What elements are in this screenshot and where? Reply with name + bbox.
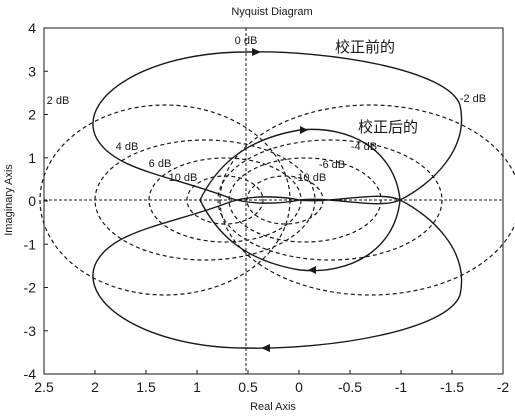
y-tick-label: 0 [28,193,36,209]
db-label-plus-10: 10 dB [169,172,198,184]
chart-title: Nyquist Diagram [231,6,312,18]
x-axis-title: Real Axis [250,401,296,413]
db-label-minus-4: -4 dB [351,141,377,153]
arrow-top-after [300,126,308,134]
y-tick-label: 3 [28,63,36,79]
direction-arrows [252,48,316,352]
plot-area: 0 dB 2 dB -2 dB 4 dB -4 dB 6 dB -6 dB 10… [39,27,515,375]
db-label-0: 0 dB [235,35,258,47]
arrow-bottom-after [308,266,316,274]
y-tick-label: 4 [28,20,36,36]
db-label-minus-2: -2 dB [460,93,486,105]
x-tick-label: 1.5 [136,379,156,395]
db-circle-minus-2 [219,104,515,296]
x-tick-label: -0.5 [338,379,362,395]
y-tick-label: -3 [24,323,37,339]
arrow-bottom-before [261,344,270,352]
db-label-minus-10: -10 dB [294,172,326,184]
x-tick-label: 0 [295,379,303,395]
arrow-top-before [252,48,261,56]
series-label-before: 校正前的 [335,38,395,56]
x-tick-label: -1.5 [440,379,464,395]
curve-after-compensation [199,128,401,272]
db-label-plus-4: 4 dB [116,141,139,153]
x-tick-label: -1 [395,379,408,395]
plot-frame [43,27,504,375]
curve-before-compensation [92,51,463,349]
nyquist-curves [92,51,463,349]
y-tick-label: -2 [24,280,37,296]
x-tick-label: 2 [91,379,99,395]
y-tick-labels: 4 3 2 1 0 -1 -2 -3 -4 [24,20,48,382]
db-label-minus-6: -6 dB [319,159,345,171]
x-tick-label: -2 [497,379,510,395]
x-tick-label: 0.5 [238,379,258,395]
y-tick-label: -4 [24,366,37,382]
x-tick-labels: 2.5 2 1.5 1 0.5 0 -0.5 -1 -1.5 -2 [34,370,509,395]
x-tick-label: 2.5 [34,379,54,395]
series-label-after: 校正后的 [358,118,418,136]
db-label-plus-2: 2 dB [47,95,70,107]
y-tick-label: -1 [24,236,37,252]
db-annotations: 0 dB 2 dB -2 dB 4 dB -4 dB 6 dB -6 dB 10… [47,35,486,184]
x-tick-label: 1 [193,379,201,395]
y-axis-title: Imaginary Axis [3,164,15,236]
db-label-plus-6: 6 dB [149,158,172,170]
y-tick-label: 2 [28,107,36,123]
y-tick-label: 1 [28,150,36,166]
